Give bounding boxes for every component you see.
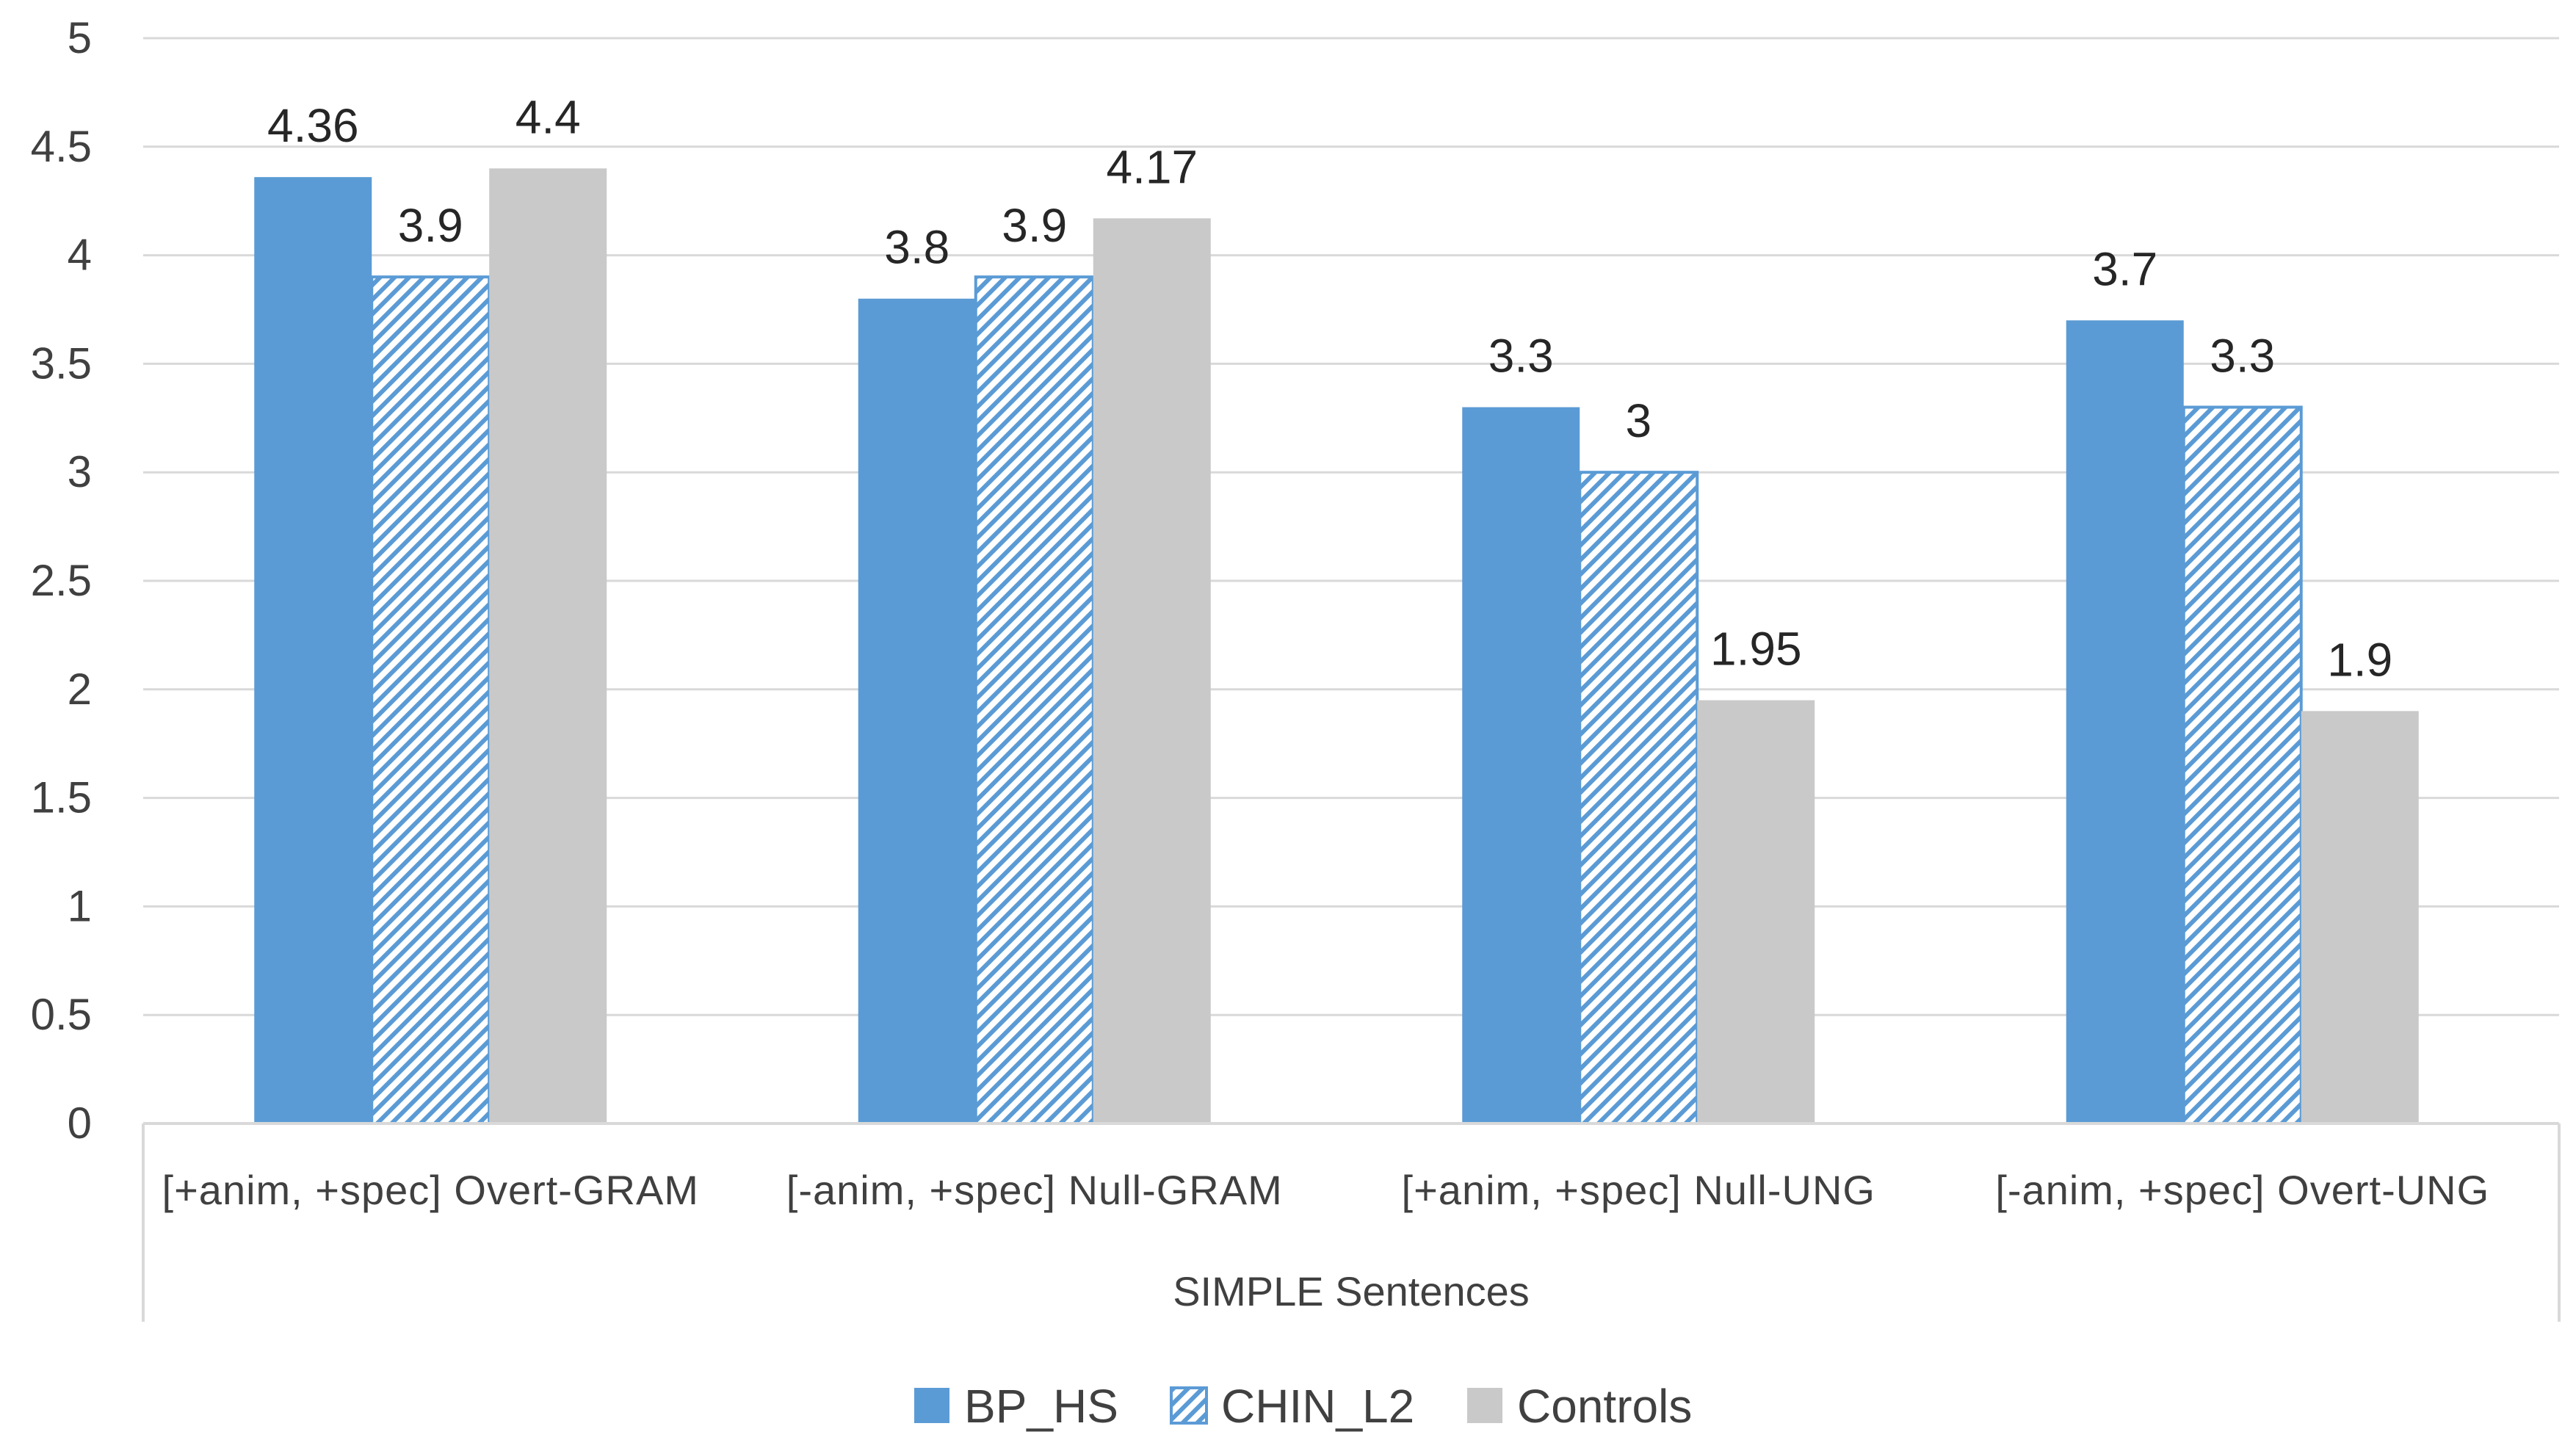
bar-controls-4: [2301, 711, 2419, 1123]
y-tick-label: 0.5: [31, 990, 92, 1039]
data-label: 3.9: [1002, 199, 1067, 252]
data-label: 3: [1625, 394, 1651, 447]
bar-bp-hs-2: [858, 298, 976, 1124]
y-tick-label: 3.5: [31, 339, 92, 388]
bar-chin-l2-1: [370, 275, 491, 1125]
data-label: 1.95: [1710, 623, 1802, 676]
data-label: 3.8: [884, 221, 949, 274]
data-label: 3.7: [2092, 242, 2157, 295]
y-tick-label: 5: [68, 13, 92, 62]
legend: BP_HS CHIN_L2 Controls: [914, 1380, 1692, 1433]
legend-label: CHIN_L2: [1221, 1380, 1414, 1433]
bar-controls-3: [1697, 700, 1815, 1123]
data-label: 1.9: [2327, 633, 2392, 686]
legend-swatch-bp-hs: [914, 1388, 949, 1423]
bar-bp-hs-1: [254, 177, 372, 1124]
x-axis: [+anim, +spec] Overt-GRAM [-anim, +spec] …: [142, 1122, 2561, 1322]
bar-bp-hs-4: [2066, 320, 2184, 1123]
y-tick-label: 0: [68, 1099, 92, 1148]
y-tick-label: 4.5: [31, 122, 92, 171]
x-category-label: [+anim, +spec] Null-UNG: [1402, 1167, 1875, 1213]
data-label: 3.3: [1488, 330, 1554, 383]
legend-swatch-controls: [1467, 1388, 1502, 1423]
data-label: 3.9: [398, 199, 463, 252]
y-tick-label: 1.5: [31, 773, 92, 822]
bars: [254, 168, 2419, 1125]
bar-controls-2: [1093, 218, 1211, 1123]
y-tick-label: 2.5: [31, 556, 92, 605]
data-labels: 4.36 3.9 4.4 3.8 3.9 4.17 3.3 3 1.95 3.7 3.3 1.9: [267, 90, 2392, 686]
y-tick-label: 2: [68, 665, 92, 714]
x-group-label: SIMPLE Sentences: [1173, 1268, 1530, 1314]
data-label: 4.17: [1106, 140, 1198, 193]
y-axis-ticks: 0 0.5 1 1.5 2 2.5 3 3.5 4 4.5 5: [31, 13, 92, 1148]
y-tick-label: 3: [68, 447, 92, 496]
data-label: 4.4: [515, 90, 581, 143]
bar-chin-l2-4: [2182, 405, 2303, 1125]
y-tick-label: 1: [68, 881, 92, 930]
x-category-label: [-anim, +spec] Overt-UNG: [1995, 1167, 2489, 1213]
data-label: 3.3: [2210, 330, 2275, 383]
legend-label: Controls: [1517, 1380, 1692, 1433]
bar-chin-l2-3: [1578, 471, 1699, 1125]
y-tick-label: 4: [68, 231, 92, 280]
data-label: 4.36: [267, 99, 359, 152]
bar-bp-hs-3: [1462, 407, 1580, 1123]
x-category-label: [+anim, +spec] Overt-GRAM: [162, 1167, 699, 1213]
legend-label: BP_HS: [964, 1380, 1118, 1433]
bar-chin-l2-2: [974, 275, 1095, 1125]
bar-controls-1: [489, 168, 607, 1124]
legend-swatch-chin-l2: [1170, 1386, 1208, 1425]
x-category-label: [-anim, +spec] Null-GRAM: [786, 1167, 1283, 1213]
